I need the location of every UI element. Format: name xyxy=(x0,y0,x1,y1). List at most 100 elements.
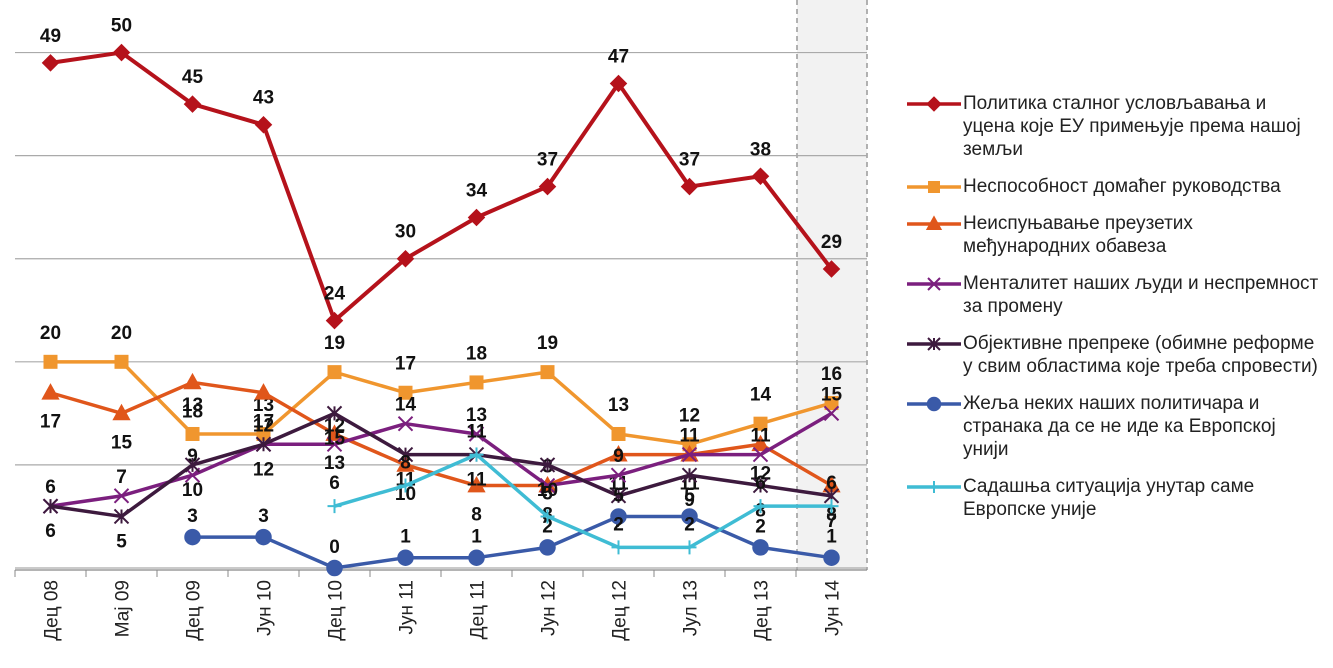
marker xyxy=(255,528,272,546)
marker xyxy=(927,277,941,291)
data-label: 2 xyxy=(684,514,695,535)
marker-part xyxy=(469,447,484,462)
marker xyxy=(681,446,698,463)
data-label: 47 xyxy=(608,46,629,67)
data-label: 1 xyxy=(826,527,837,548)
legend-item: Неиспуњавање преузетих међународних обав… xyxy=(905,212,1330,258)
marker xyxy=(113,508,130,525)
x-tick-label: Дец 08 xyxy=(42,580,63,641)
data-label: 2 xyxy=(542,516,553,537)
marker xyxy=(539,539,556,556)
marker-part xyxy=(326,436,343,452)
marker xyxy=(254,115,273,134)
data-label: 49 xyxy=(40,26,61,47)
marker-part xyxy=(41,383,60,400)
legend-item: Жеља неких наших политичара и странака д… xyxy=(905,392,1330,461)
legend-icon xyxy=(907,277,961,291)
data-label: 6 xyxy=(329,473,340,494)
data-label: 38 xyxy=(750,139,771,160)
marker xyxy=(326,405,343,422)
marker xyxy=(752,446,769,463)
data-label: 29 xyxy=(821,232,842,253)
data-label: 10 xyxy=(537,480,558,501)
marker-part xyxy=(753,499,768,514)
legend-label: Неиспуњавање преузетих међународних обав… xyxy=(963,213,1193,257)
marker-part xyxy=(926,396,942,412)
marker xyxy=(823,405,840,422)
marker-part xyxy=(681,508,698,525)
marker xyxy=(752,477,769,494)
data-label: 1 xyxy=(471,527,482,548)
marker-part xyxy=(185,426,200,441)
marker xyxy=(43,354,58,369)
marker xyxy=(681,467,698,483)
marker xyxy=(540,509,555,524)
legend-label: Објективне препреке (обимне реформе у св… xyxy=(963,333,1318,377)
data-label: 13 xyxy=(324,453,345,474)
data-label: 15 xyxy=(324,428,346,449)
marker xyxy=(926,396,942,412)
legend-icon xyxy=(907,337,961,351)
data-label: 43 xyxy=(253,88,274,109)
legend-icon xyxy=(907,215,961,231)
data-label: 18 xyxy=(182,401,203,422)
data-label: 9 xyxy=(187,446,198,467)
data-label: 10 xyxy=(395,484,416,505)
marker xyxy=(822,260,841,278)
marker-part xyxy=(254,115,273,134)
marker xyxy=(112,403,131,421)
marker-part xyxy=(325,424,344,441)
data-label: 45 xyxy=(182,67,204,88)
marker xyxy=(326,559,343,577)
data-label: 5 xyxy=(542,483,553,504)
marker xyxy=(823,549,840,566)
x-tick-label: Јул 13 xyxy=(681,580,702,636)
marker-part xyxy=(113,488,130,504)
marker xyxy=(184,457,201,473)
marker-part xyxy=(926,96,942,112)
marker xyxy=(326,436,343,452)
marker xyxy=(751,434,770,452)
marker-part xyxy=(540,509,555,524)
data-label: 13 xyxy=(608,395,629,416)
x-tick-label: Јун 10 xyxy=(255,580,276,636)
data-label: 11 xyxy=(750,426,771,447)
marker xyxy=(397,415,414,432)
data-label: 15 xyxy=(821,384,843,405)
marker xyxy=(611,540,626,555)
marker-part xyxy=(41,54,60,72)
marker-part xyxy=(467,475,486,493)
marker-part xyxy=(752,477,769,494)
data-label: 6 xyxy=(45,521,56,542)
marker xyxy=(41,383,60,400)
marker-part xyxy=(184,528,201,546)
legend-item: Политика сталног условљавања и уцена кој… xyxy=(905,92,1330,161)
marker xyxy=(928,181,940,193)
marker-part xyxy=(925,215,943,231)
series-line xyxy=(334,452,832,550)
x-tick-label: Мај 09 xyxy=(113,580,134,637)
marker-part xyxy=(398,478,413,493)
marker xyxy=(42,498,59,514)
data-label: 17 xyxy=(395,354,416,375)
marker xyxy=(467,475,486,493)
marker xyxy=(681,508,698,525)
marker-part xyxy=(183,372,202,390)
data-label: 18 xyxy=(466,343,487,364)
legend-icon xyxy=(907,181,961,193)
marker xyxy=(682,540,697,555)
data-label: 3 xyxy=(187,506,198,527)
data-label: 13 xyxy=(466,405,487,426)
marker-part xyxy=(824,396,839,411)
legend-item: Садашња ситуација унутар саме Европске у… xyxy=(905,475,1330,521)
marker xyxy=(255,436,272,452)
data-label: 12 xyxy=(253,459,274,480)
data-label: 2 xyxy=(613,514,624,535)
marker xyxy=(609,74,628,93)
marker-part xyxy=(255,528,272,546)
marker-part xyxy=(610,508,627,525)
marker xyxy=(396,455,415,472)
marker-part xyxy=(682,540,697,555)
marker xyxy=(610,508,627,525)
